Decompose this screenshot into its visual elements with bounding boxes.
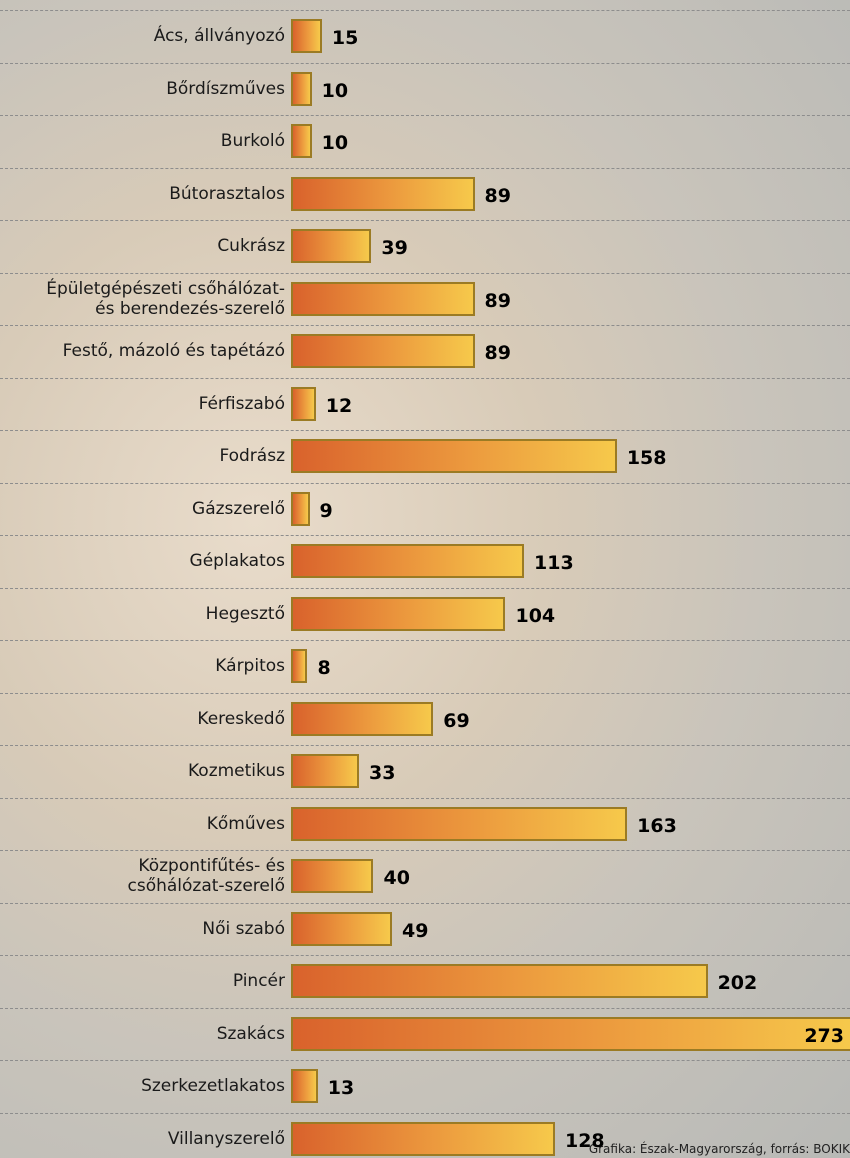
row-separator [0,797,850,799]
bar [291,701,434,736]
row-separator [0,10,850,11]
bar [291,859,374,894]
category-label: Festő, mázoló és tapétázó [62,341,285,362]
row-separator [0,745,850,746]
bar [291,596,506,631]
row-separator [0,850,850,851]
bar [291,176,475,211]
bar [291,1121,555,1156]
category-label: Cukrász [217,236,285,257]
value-label: 39 [381,237,408,260]
row-separator [0,587,850,589]
category-label: Kőműves [206,813,285,834]
row-separator [0,535,850,536]
row-separator [0,1112,850,1114]
bar [291,649,308,684]
value-label: 163 [637,814,677,837]
row-separator [0,430,850,431]
row-separator [0,272,850,274]
row-separator [0,167,850,169]
row-separator [0,377,850,379]
category-label: Kárpitos [215,656,285,677]
category-label: Férfiszabó [198,393,285,414]
category-label: Kereskedő [197,708,285,729]
category-label: Ács, állványozó [153,26,285,47]
row-separator [0,325,850,326]
row-separator [0,955,850,956]
category-label: Pincér [232,971,285,992]
bar [291,71,312,106]
category-label: Gázszerelő [192,498,285,519]
bar [291,911,393,946]
row-separator [0,640,850,641]
bar [291,281,475,316]
value-label: 273 [804,1024,844,1047]
category-label: Bőrdíszműves [166,78,285,99]
bar [291,19,322,54]
value-label: 104 [515,604,556,627]
category-label: Hegesztő [205,603,285,624]
value-label: 15 [331,27,359,50]
value-label: 89 [484,184,511,207]
value-label: 49 [402,919,429,942]
bar [291,1016,850,1051]
bar [291,1069,318,1104]
bar [291,334,475,369]
bar [291,754,360,789]
category-label: Épületgépészeti csőhálózat- és berendezé… [46,278,285,319]
bar [291,229,372,264]
category-label: Géplakatos [189,551,285,572]
value-label: 89 [484,342,511,365]
value-label: 128 [564,1129,605,1152]
value-label: 40 [383,867,410,890]
category-label: Burkoló [220,131,285,152]
value-label: 113 [534,552,574,575]
row-separator [0,1060,850,1061]
value-label: 10 [321,79,349,102]
bar [291,124,312,159]
category-label: Szerkezetlakatos [141,1076,285,1097]
bar [291,491,310,526]
category-label: Villanyszerelő [167,1128,285,1149]
bar [291,806,628,841]
value-label: 12 [325,394,353,417]
category-label: Bútorasztalos [169,183,285,204]
source-note: Grafika: Észak-Magyarország, forrás: BOK… [588,1142,850,1156]
value-label: 9 [319,499,333,522]
row-separator [0,482,850,484]
category-label: Szakács [216,1023,285,1044]
value-label: 89 [484,289,511,312]
value-label: 8 [317,657,331,680]
category-label: Női szabó [202,918,285,939]
row-separator [0,220,850,221]
value-label: 13 [327,1077,355,1100]
row-separator [0,692,850,694]
value-label: 158 [626,447,667,470]
value-label: 33 [369,762,396,785]
row-separator [0,62,850,64]
row-separator [0,115,850,116]
bar [291,544,525,579]
bar [291,964,708,999]
category-label: Fodrász [219,446,285,467]
bar [291,386,316,421]
category-label: Központifűtés- és csőhálózat-szerelő [127,856,286,897]
value-label: 10 [321,132,349,155]
bar [291,439,617,474]
value-label: 202 [717,972,758,995]
value-label: 69 [443,709,470,732]
category-label: Kozmetikus [188,761,285,782]
row-separator [0,1007,850,1009]
row-separator [0,902,850,904]
